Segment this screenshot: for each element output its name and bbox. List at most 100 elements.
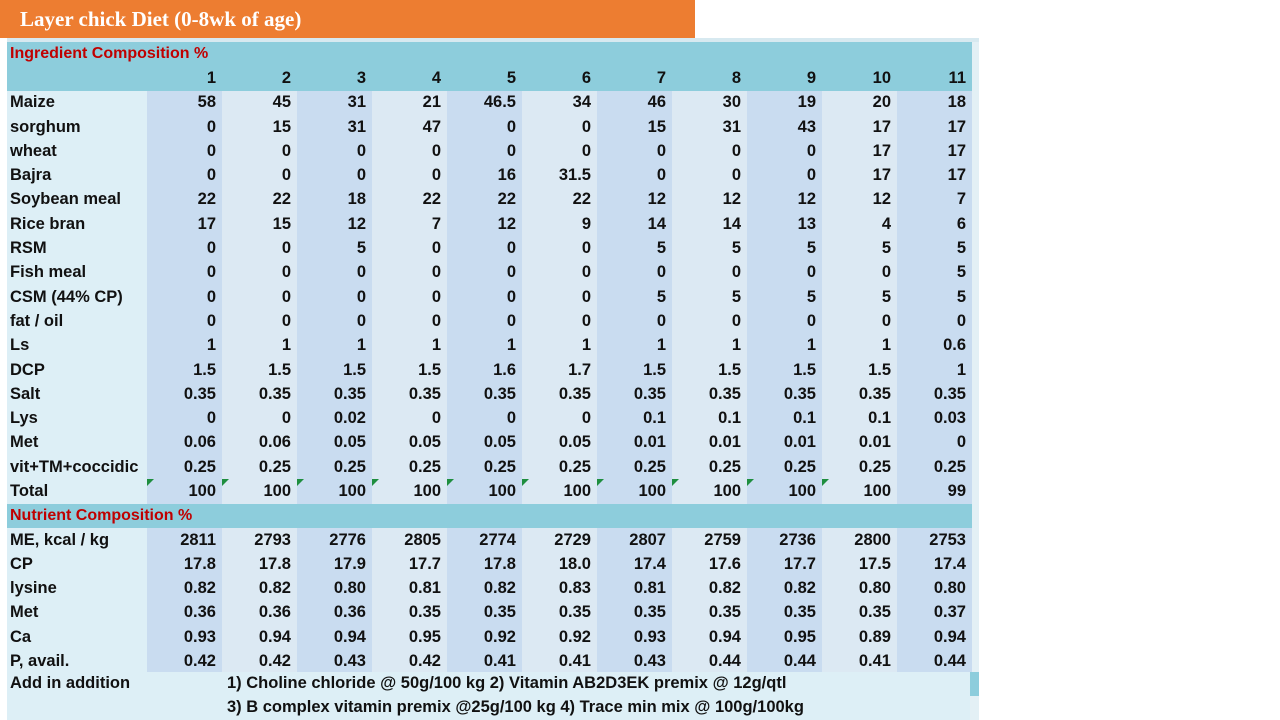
cell[interactable]: 5 [747,236,822,261]
cell[interactable]: 0 [222,139,297,164]
cell[interactable]: 0.44 [747,649,822,674]
cell[interactable]: 0 [222,163,297,188]
cell[interactable]: 0 [447,236,522,261]
cell[interactable]: 15 [222,212,297,237]
cell[interactable]: 0 [447,309,522,334]
cell[interactable]: 0.94 [297,625,372,650]
cell[interactable]: 5 [822,236,897,261]
cell[interactable]: 18 [297,187,372,213]
cell[interactable]: 31 [297,90,372,115]
cell[interactable]: 0.81 [372,576,447,601]
cell[interactable]: 17.5 [822,552,897,577]
cell[interactable]: 2776 [297,527,372,553]
cell[interactable]: 1.5 [147,357,222,383]
cell[interactable]: 100 [822,479,897,504]
cell[interactable]: 0 [147,260,222,285]
cell[interactable]: 0.25 [447,455,522,480]
cell[interactable]: 0.35 [672,600,747,626]
cell[interactable]: 30 [672,90,747,115]
cell[interactable]: 58 [147,90,222,115]
cell[interactable]: 0.82 [447,576,522,601]
cell[interactable]: 0 [822,309,897,334]
cell[interactable]: 5 [897,236,972,261]
cell[interactable]: 12 [672,187,747,213]
cell[interactable]: 0 [222,309,297,334]
cell[interactable]: 5 [447,66,522,91]
cell[interactable]: 0.94 [897,625,972,650]
cell[interactable]: 2729 [522,527,597,553]
cell[interactable]: 17.9 [297,552,372,577]
cell[interactable]: 0 [372,260,447,285]
cell[interactable]: 0.25 [222,455,297,480]
cell[interactable]: 3 [297,66,372,91]
cell[interactable]: 1 [147,333,222,358]
cell[interactable]: 0 [297,260,372,285]
cell[interactable]: 0.42 [222,649,297,674]
cell[interactable]: 0 [597,309,672,334]
cell[interactable]: 5 [597,236,672,261]
cell[interactable]: 10 [822,66,897,91]
cell[interactable]: 0 [297,284,372,310]
cell[interactable]: 100 [147,479,222,504]
cell[interactable]: 0.25 [897,455,972,480]
cell[interactable]: 0.35 [672,382,747,407]
cell[interactable]: 1.5 [597,357,672,383]
cell[interactable]: 0 [297,139,372,164]
cell[interactable]: 46.5 [447,90,522,115]
cell[interactable]: 2811 [147,527,222,553]
cell[interactable]: 5 [672,284,747,310]
cell[interactable]: 0 [372,236,447,261]
cell[interactable]: 0 [672,163,747,188]
cell[interactable]: 7 [372,212,447,237]
cell[interactable]: 0 [447,284,522,310]
cell[interactable]: 2793 [222,527,297,553]
cell[interactable]: 0.42 [147,649,222,674]
cell[interactable]: 2753 [897,527,972,553]
cell[interactable]: 0 [522,236,597,261]
cell[interactable]: 15 [222,114,297,140]
cell[interactable]: 0.25 [672,455,747,480]
cell[interactable]: 22 [222,187,297,213]
cell[interactable]: 17.8 [447,552,522,577]
cell[interactable]: 0.25 [822,455,897,480]
cell[interactable]: 0.05 [297,430,372,456]
cell[interactable]: 0 [522,406,597,431]
cell[interactable]: 1 [672,333,747,358]
cell[interactable]: 13 [747,212,822,237]
cell[interactable]: 31.5 [522,163,597,188]
cell[interactable]: 2736 [747,527,822,553]
cell[interactable]: 0.35 [447,382,522,407]
cell[interactable]: 0 [372,139,447,164]
cell[interactable]: 0.35 [597,600,672,626]
cell[interactable]: 9 [747,66,822,91]
cell[interactable]: 0 [747,163,822,188]
cell[interactable]: 0.35 [447,600,522,626]
cell[interactable]: 0.25 [297,455,372,480]
cell[interactable]: 5 [747,284,822,310]
cell[interactable]: 17.4 [897,552,972,577]
cell[interactable]: 5 [897,284,972,310]
cell[interactable]: 2805 [372,527,447,553]
cell[interactable]: 0.35 [822,600,897,626]
cell[interactable]: 43 [747,114,822,140]
cell[interactable]: 0.35 [372,600,447,626]
cell[interactable]: 1.5 [372,357,447,383]
cell[interactable]: 0 [672,260,747,285]
cell[interactable]: 0 [447,406,522,431]
cell[interactable]: 0.05 [522,430,597,456]
cell[interactable]: 100 [372,479,447,504]
cell[interactable]: 0.80 [897,576,972,601]
cell[interactable]: 12 [597,187,672,213]
cell[interactable]: 6 [897,212,972,237]
cell[interactable]: 0 [447,260,522,285]
cell[interactable]: 0.36 [222,600,297,626]
cell[interactable]: 0.25 [747,455,822,480]
cell[interactable]: 0.41 [822,649,897,674]
cell[interactable]: 0 [372,309,447,334]
cell[interactable]: 5 [897,260,972,285]
cell[interactable]: 5 [822,284,897,310]
cell[interactable]: 0 [747,309,822,334]
cell[interactable]: 0 [147,284,222,310]
cell[interactable]: 0 [222,260,297,285]
cell[interactable]: 0.25 [372,455,447,480]
